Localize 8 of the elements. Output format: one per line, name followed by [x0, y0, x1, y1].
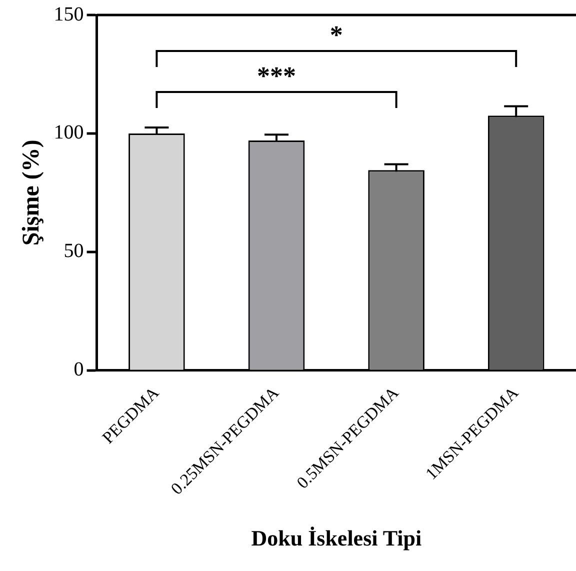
- y-tick-label: 0: [74, 358, 84, 381]
- y-tick-label: 50: [64, 240, 84, 262]
- x-axis-title: Doku İskelesi Tipi: [251, 525, 422, 550]
- annotation: *: [330, 20, 343, 50]
- annotation: ***: [257, 62, 296, 91]
- y-axis-title: Şişme (%): [18, 140, 45, 246]
- y-tick-label: 100: [54, 122, 84, 144]
- y-tick-label: 150: [54, 3, 84, 26]
